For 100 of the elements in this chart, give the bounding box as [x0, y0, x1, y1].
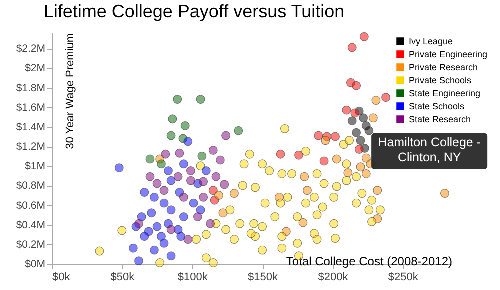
y-tick-label: $1.6M — [16, 102, 46, 114]
point — [156, 160, 166, 169]
y-tick-label: $0.2M — [16, 238, 46, 251]
point — [314, 131, 324, 140]
point — [146, 154, 155, 164]
point — [174, 172, 183, 182]
point — [150, 192, 159, 202]
point — [310, 192, 319, 202]
point — [186, 176, 196, 186]
point — [230, 189, 239, 198]
y-tick-label: $0M — [25, 258, 46, 270]
x-tick-label: $250k — [388, 272, 419, 284]
point — [166, 176, 176, 186]
point — [166, 225, 176, 234]
point — [368, 217, 376, 226]
point — [196, 206, 206, 215]
point — [258, 160, 268, 169]
point — [206, 219, 216, 228]
point — [258, 222, 268, 232]
point — [236, 219, 245, 228]
x-tick-label: $100k — [178, 272, 208, 284]
point — [156, 232, 166, 242]
y-tick-label: $0.6M — [16, 200, 46, 212]
point — [288, 169, 296, 178]
point — [354, 145, 364, 154]
point — [189, 198, 198, 208]
point — [186, 166, 196, 176]
point — [312, 235, 322, 244]
point — [222, 131, 231, 140]
point — [302, 146, 311, 156]
y-tick-label: $2.2M — [16, 43, 46, 56]
y-axis-title: 30 Year Wage Premium — [64, 34, 76, 150]
point — [160, 198, 169, 208]
point — [240, 160, 249, 169]
point — [368, 114, 378, 123]
point — [359, 114, 368, 123]
point — [364, 206, 374, 215]
point — [216, 156, 225, 165]
point — [238, 181, 248, 190]
point — [208, 186, 218, 196]
legend-label: State Research — [409, 114, 472, 124]
point — [192, 235, 202, 244]
point — [318, 202, 328, 212]
point — [345, 136, 354, 146]
point — [358, 189, 367, 198]
legend-label: Private Research — [409, 62, 478, 72]
point — [302, 186, 312, 196]
point — [360, 32, 369, 42]
point — [202, 254, 211, 263]
point — [362, 154, 371, 163]
point — [300, 172, 310, 182]
x-axis-title: Total College Cost (2008-2012) — [286, 254, 452, 268]
point — [293, 238, 302, 248]
point — [372, 96, 381, 106]
point — [330, 192, 339, 202]
point — [199, 192, 208, 202]
point — [280, 124, 290, 134]
point — [278, 169, 287, 178]
point — [331, 234, 340, 244]
point — [312, 210, 322, 220]
point — [193, 212, 202, 222]
point — [179, 160, 188, 169]
legend-label: State Schools — [409, 102, 466, 112]
point — [118, 226, 127, 236]
point — [196, 162, 206, 171]
point — [330, 219, 339, 228]
point — [222, 225, 231, 234]
point — [214, 191, 224, 200]
point — [332, 154, 342, 164]
point — [128, 244, 138, 253]
point — [258, 246, 268, 255]
point — [293, 212, 302, 222]
point — [312, 169, 322, 178]
point — [161, 150, 170, 159]
point — [352, 198, 362, 208]
point — [245, 150, 254, 159]
point — [440, 189, 450, 198]
point — [362, 169, 371, 178]
point — [95, 246, 104, 256]
chart-title: Lifetime College Payoff versus Tuition — [44, 2, 345, 22]
point — [251, 183, 260, 192]
point — [173, 95, 182, 104]
point — [364, 126, 374, 136]
y-tick-label: $2M — [25, 62, 46, 75]
point — [356, 136, 366, 146]
point — [199, 177, 208, 186]
point — [302, 198, 311, 208]
point — [331, 132, 340, 142]
point — [260, 198, 270, 208]
legend-label: Private Schools — [409, 76, 472, 86]
point — [332, 182, 342, 192]
point — [352, 172, 362, 182]
point — [198, 152, 207, 161]
point — [208, 146, 218, 155]
point — [160, 238, 169, 248]
point — [140, 188, 150, 198]
point — [208, 258, 218, 268]
x-tick-label: $50k — [110, 272, 136, 284]
legend-label: State Engineering — [409, 88, 481, 98]
point — [368, 196, 376, 205]
